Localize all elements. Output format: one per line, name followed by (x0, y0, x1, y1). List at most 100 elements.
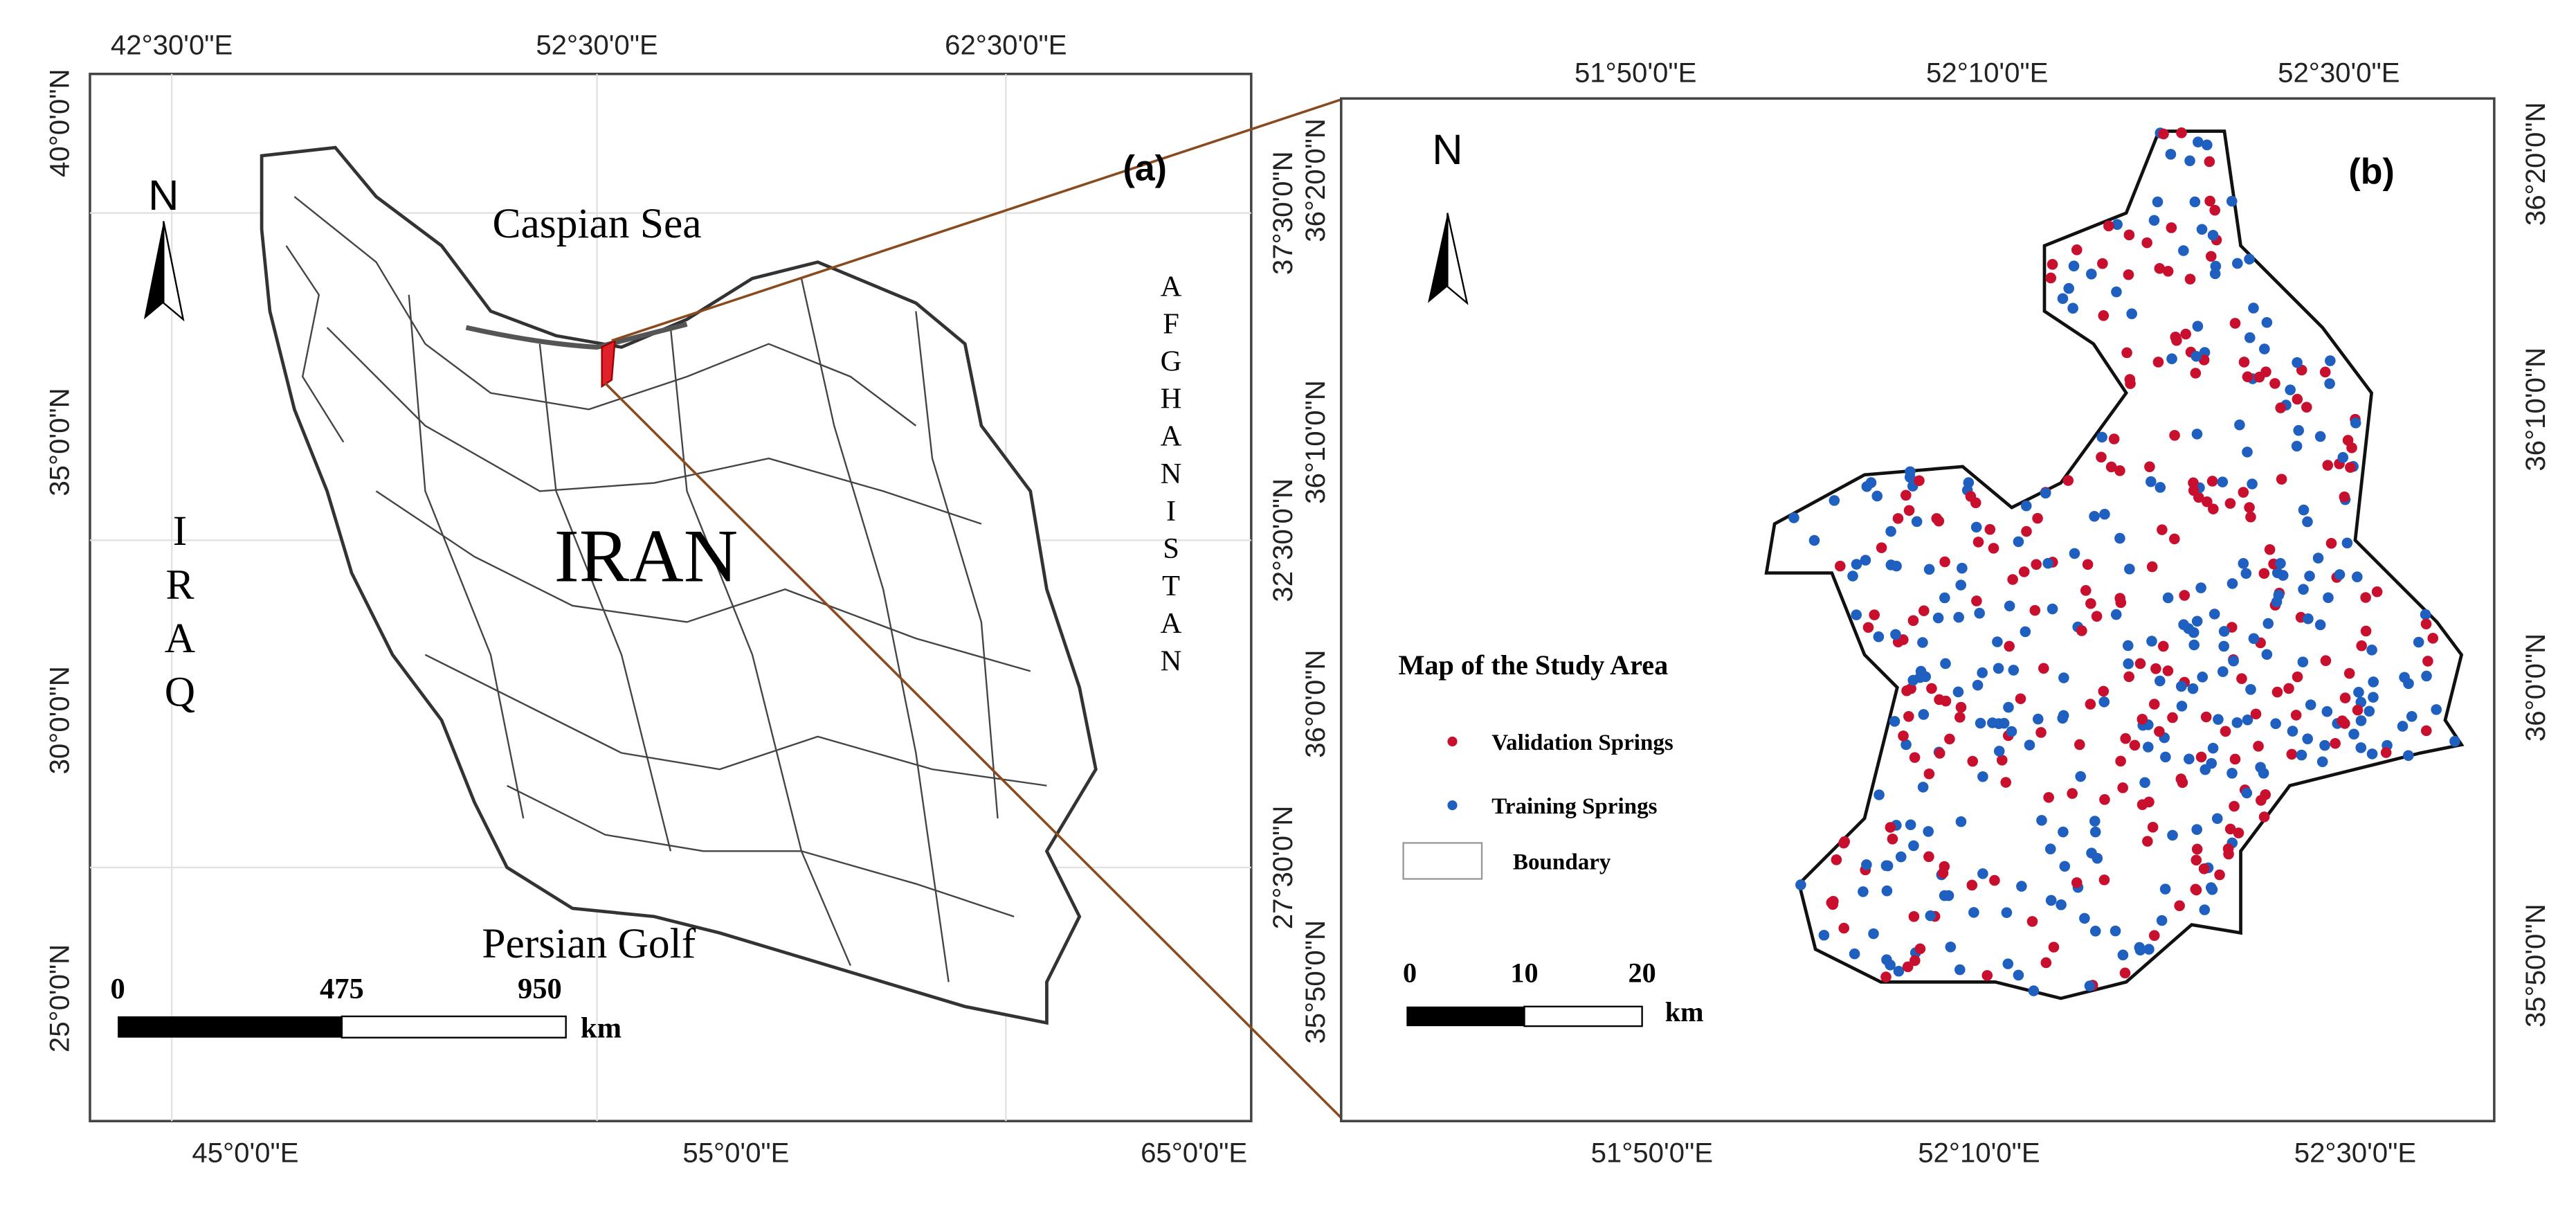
spring-dot (1890, 629, 1901, 640)
spring-dot (2155, 482, 2166, 493)
x-tick-label: 62°30'0"E (945, 29, 1067, 60)
spring-dot (1955, 579, 1967, 591)
spring-dot (2330, 737, 2341, 749)
spring-dot (2103, 220, 2114, 232)
spring-dot (2110, 925, 2121, 937)
spring-dot (2169, 430, 2180, 441)
spring-dot (2180, 328, 2191, 340)
spring-dot (2427, 633, 2439, 644)
spring-dot (2253, 741, 2264, 752)
spring-dot (2013, 536, 2024, 548)
x-tick-label: 52°30'0"E (2278, 57, 2400, 89)
spring-dot (2146, 476, 2157, 487)
spring-dot (2188, 485, 2199, 496)
spring-dot (2207, 742, 2219, 754)
spring-dot (2175, 681, 2187, 692)
spring-dot (2198, 863, 2210, 874)
spring-dot (2048, 942, 2060, 953)
spring-dot (2217, 666, 2229, 677)
spring-dot (1897, 634, 1909, 645)
spring-dot (2044, 843, 2056, 855)
spring-dot (2096, 431, 2107, 443)
spring-dot (1914, 475, 1925, 487)
spring-dot (2047, 603, 2058, 615)
spring-dot (2233, 827, 2244, 838)
y-tick-label: 35°50'0"N (1300, 920, 1331, 1044)
spring-dot (2016, 881, 2027, 892)
spring-dot (2270, 718, 2281, 730)
spring-dot (2142, 742, 2154, 753)
spring-dot (2244, 332, 2256, 343)
spring-dot (2089, 926, 2101, 937)
spring-dot (2169, 533, 2180, 545)
spring-dot (2056, 899, 2067, 910)
spring-dot (2122, 640, 2134, 652)
spring-dot (1885, 822, 1896, 833)
y-tick-label: 36°0'0"N (1300, 649, 1331, 757)
spring-dot (2208, 609, 2220, 620)
spring-dot (2158, 128, 2169, 140)
scale-bar (118, 1016, 342, 1038)
panel-label: (b) (2348, 152, 2394, 192)
spring-dot (2207, 229, 2219, 241)
spring-dot (1849, 948, 1860, 960)
spring-dot (2325, 355, 2336, 366)
spring-dot (2420, 725, 2432, 737)
spring-dot (2170, 331, 2182, 343)
x-tick-label: 65°0'0"E (1141, 1137, 1247, 1168)
spring-dot (2269, 378, 2280, 389)
spring-dot (2321, 706, 2333, 717)
spring-dot (2096, 451, 2107, 463)
scale-label: 20 (1629, 957, 1656, 988)
spring-dot (2085, 699, 2096, 710)
spring-dot (2218, 626, 2230, 637)
spring-dot (2123, 229, 2135, 241)
spring-dot (1876, 542, 1887, 553)
spring-dot (1826, 897, 1838, 908)
spring-dot (2108, 433, 2120, 444)
place-label: Caspian Sea (493, 200, 702, 247)
spring-dot (2292, 393, 2303, 405)
spring-dot (2174, 900, 2185, 912)
spring-dot (2238, 558, 2249, 569)
spring-dot (2142, 836, 2153, 847)
spring-dot (2204, 195, 2215, 207)
spring-dot (2068, 260, 2080, 272)
spring-dot (1977, 771, 1988, 782)
spring-dot (2211, 813, 2223, 825)
spring-dot (2189, 196, 2201, 208)
spring-dot (2292, 671, 2303, 683)
spring-dot (1909, 752, 1921, 763)
spring-dot (2191, 429, 2203, 440)
spring-dot (2057, 293, 2069, 305)
spring-dot (2314, 431, 2326, 442)
legend-label: Boundary (1513, 850, 1611, 874)
spring-dot (2258, 768, 2269, 779)
spring-dot (1905, 819, 1916, 831)
spring-dot (1831, 854, 1842, 865)
spring-dot (2242, 371, 2253, 383)
spring-dot (2195, 582, 2206, 593)
spring-dot (1971, 595, 1982, 606)
spring-dot (2277, 570, 2289, 581)
spring-dot (2420, 609, 2431, 620)
spring-dot (2222, 843, 2234, 854)
spring-dot (2008, 665, 2020, 676)
spring-dot (2238, 487, 2249, 498)
spring-dot (1885, 959, 1896, 971)
y-tick-label: 36°20'0"N (1300, 118, 1331, 242)
spring-dot (2334, 569, 2346, 580)
spring-dot (2296, 749, 2307, 761)
spring-dot (2191, 616, 2203, 627)
spring-dot (1918, 709, 1930, 720)
spring-dot (2291, 440, 2303, 452)
spring-dot (2045, 272, 2056, 284)
spring-dot (2191, 843, 2203, 855)
spring-dot (2190, 884, 2202, 896)
spring-dot (1901, 739, 1912, 751)
spring-dot (2002, 958, 2014, 969)
connector (611, 97, 1345, 342)
spring-dot (2115, 755, 2126, 767)
spring-dot (2067, 788, 2078, 799)
spring-dot (1984, 523, 1996, 535)
